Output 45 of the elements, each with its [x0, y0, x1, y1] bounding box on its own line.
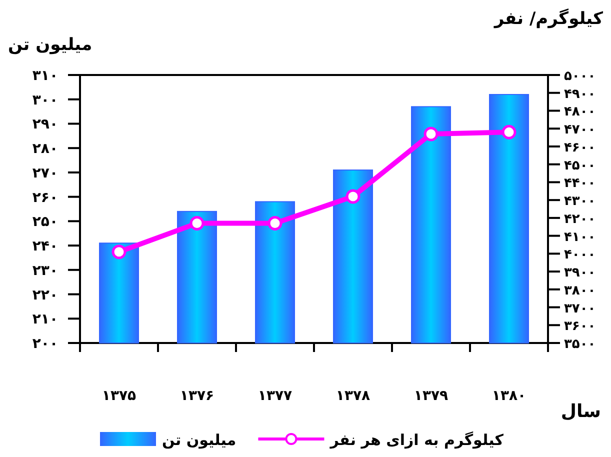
point — [112, 244, 126, 260]
y2-tick-label: ۴۶۰۰ — [564, 140, 596, 156]
y-tick-label: ۲۲۰ — [32, 287, 58, 304]
y2-tick-label: ۴۵۰۰ — [564, 158, 596, 174]
y2-axis-title: کیلوگرم/ نفر — [493, 8, 604, 29]
y-tick-label: ۲۰۰ — [32, 336, 58, 352]
y-tick-label: ۲۱۰ — [32, 312, 58, 328]
y-tick-label: ۲۳۰ — [32, 262, 58, 279]
y2-tick-label: ۴۲۰۰ — [564, 212, 596, 227]
y2-tick-label: ۴۹۰۰ — [564, 86, 596, 102]
y-tick-label: ۲۷۰ — [32, 165, 58, 182]
x-tick-label: ۱۳۷۶ — [180, 388, 214, 404]
y2-tick-label: ۳۸۰۰ — [564, 283, 596, 298]
y-tick-label: ۳۰۰ — [32, 92, 58, 108]
y2-tick-label: ۴۰۰۰ — [564, 248, 596, 263]
y-tick-label: ۲۹۰ — [32, 116, 58, 133]
y2-tick-label: ۴۸۰۰ — [564, 104, 596, 120]
x-tick-label: ۱۳۷۸ — [336, 388, 371, 404]
x-tick-label: ۱۳۷۹ — [414, 388, 449, 404]
point — [424, 126, 438, 142]
x-axis-title: سال — [560, 401, 601, 422]
point — [190, 216, 204, 231]
y-tick-label: ۲۴۰ — [32, 238, 58, 255]
y2-tick-label: ۵۰۰۰ — [564, 69, 596, 84]
y2-tick-label: ۴۴۰۰ — [564, 176, 596, 192]
y2-tick-label: ۴۱۰۰ — [564, 230, 596, 245]
y2-tick-label: ۳۶۰۰ — [564, 319, 596, 334]
point — [346, 189, 360, 204]
point — [502, 124, 516, 140]
y2-tick-label: ۴۷۰۰ — [564, 122, 596, 138]
y2-tick-label: ۳۷۰۰ — [564, 301, 596, 316]
y-tick-label: ۲۶۰ — [32, 190, 58, 206]
y2-tick-label: ۳۵۰۰ — [564, 337, 596, 352]
x-tick-label: ۱۳۷۷ — [258, 388, 293, 404]
y-axis-title: میلیون تن — [8, 35, 92, 55]
y2-tick-label: ۳۹۰۰ — [564, 266, 596, 281]
y-tick-label: ۲۸۰ — [32, 141, 58, 158]
legend-label: کیلوگرم به ازای هر نفر — [329, 431, 504, 449]
x-tick-label: ۱۳۸۰ — [492, 388, 526, 404]
y-tick-label: ۳۱۰ — [32, 68, 58, 84]
y2-tick-label: ۴۳۰۰ — [564, 194, 596, 210]
x-tick-label: ۱۳۷۵ — [102, 388, 137, 404]
legend-label: میلیون تن — [162, 431, 236, 449]
y-tick-label: ۲۵۰ — [32, 214, 58, 230]
point — [268, 216, 282, 231]
